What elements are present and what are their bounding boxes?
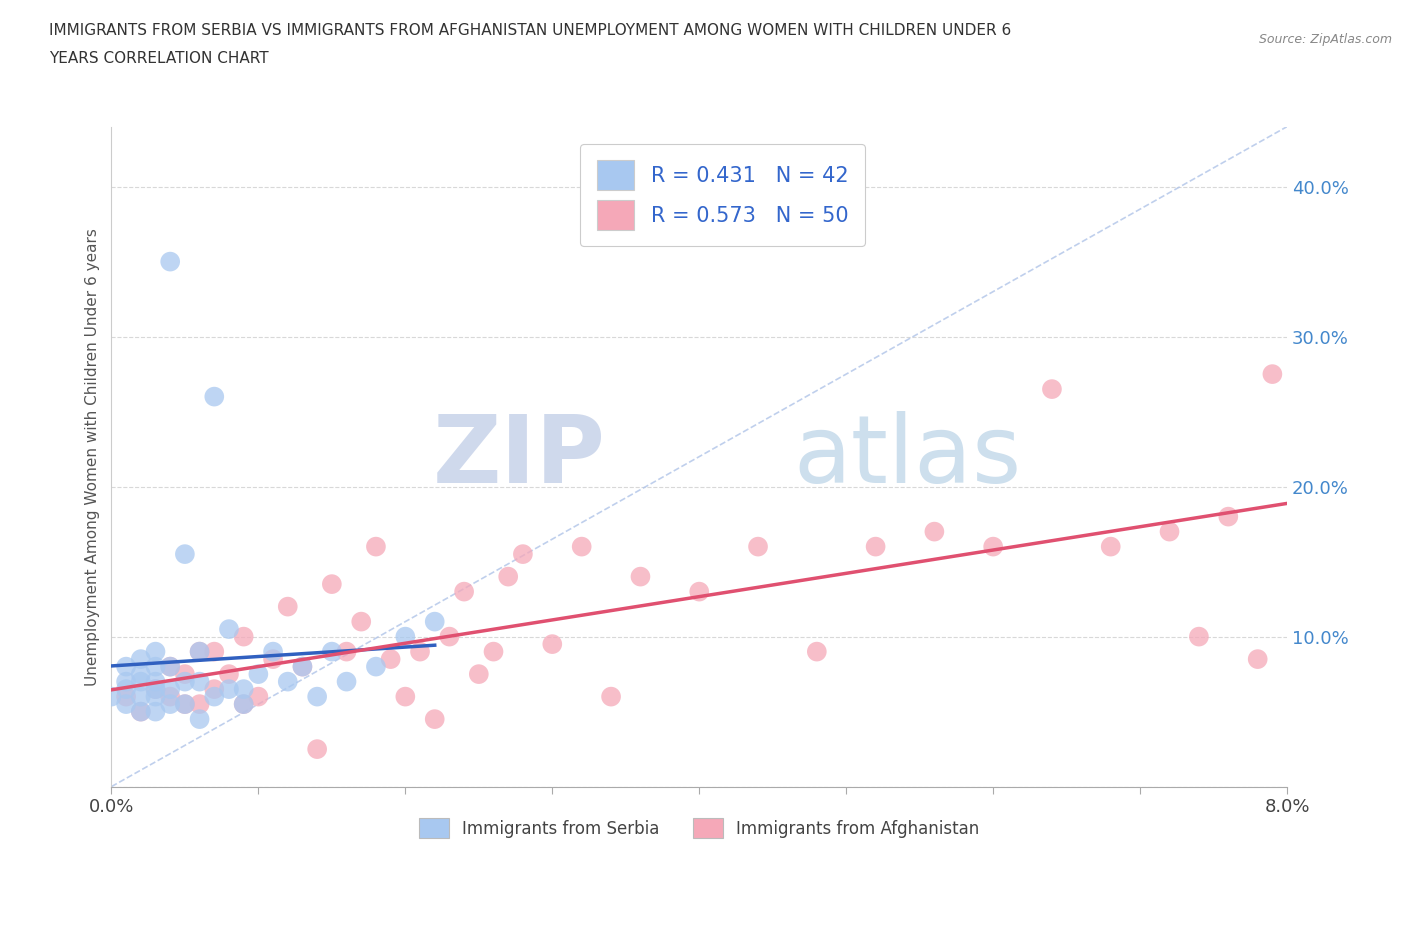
Point	[115, 689, 138, 704]
Point	[159, 254, 181, 269]
Point	[188, 674, 211, 689]
Point	[394, 689, 416, 704]
Point	[409, 644, 432, 659]
Point	[1099, 539, 1122, 554]
Point	[188, 711, 211, 726]
Point	[630, 569, 652, 584]
Point	[307, 742, 329, 757]
Point	[174, 674, 197, 689]
Point	[688, 584, 710, 599]
Point	[145, 659, 167, 674]
Point	[247, 667, 270, 682]
Text: IMMIGRANTS FROM SERBIA VS IMMIGRANTS FROM AFGHANISTAN UNEMPLOYMENT AMONG WOMEN W: IMMIGRANTS FROM SERBIA VS IMMIGRANTS FRO…	[49, 23, 1011, 38]
Point	[115, 674, 138, 689]
Point	[468, 667, 491, 682]
Point	[159, 659, 181, 674]
Point	[541, 637, 564, 652]
Text: YEARS CORRELATION CHART: YEARS CORRELATION CHART	[49, 51, 269, 66]
Point	[202, 689, 225, 704]
Point	[100, 689, 122, 704]
Point	[1188, 630, 1211, 644]
Point	[232, 697, 254, 711]
Point	[335, 674, 357, 689]
Point	[129, 674, 152, 689]
Point	[129, 667, 152, 682]
Point	[159, 682, 181, 697]
Point	[262, 644, 284, 659]
Point	[145, 644, 167, 659]
Point	[496, 569, 519, 584]
Point	[115, 697, 138, 711]
Point	[482, 644, 505, 659]
Point	[247, 689, 270, 704]
Point	[394, 630, 416, 644]
Point	[218, 667, 240, 682]
Point	[291, 659, 314, 674]
Point	[129, 652, 152, 667]
Point	[174, 697, 197, 711]
Text: Source: ZipAtlas.com: Source: ZipAtlas.com	[1258, 33, 1392, 46]
Point	[1040, 381, 1063, 396]
Point	[115, 682, 138, 697]
Point	[321, 577, 343, 591]
Point	[423, 711, 446, 726]
Point	[159, 689, 181, 704]
Point	[364, 659, 387, 674]
Text: ZIP: ZIP	[432, 411, 605, 502]
Point	[202, 682, 225, 697]
Point	[439, 630, 461, 644]
Point	[174, 697, 197, 711]
Point	[129, 704, 152, 719]
Point	[159, 697, 181, 711]
Point	[571, 539, 593, 554]
Point	[364, 539, 387, 554]
Point	[129, 689, 152, 704]
Point	[202, 644, 225, 659]
Point	[291, 659, 314, 674]
Point	[1247, 652, 1270, 667]
Point	[188, 644, 211, 659]
Point	[1261, 366, 1284, 381]
Point	[115, 659, 138, 674]
Point	[806, 644, 828, 659]
Point	[202, 389, 225, 404]
Point	[159, 659, 181, 674]
Point	[1159, 525, 1181, 539]
Point	[747, 539, 769, 554]
Point	[174, 667, 197, 682]
Y-axis label: Unemployment Among Women with Children Under 6 years: Unemployment Among Women with Children U…	[86, 228, 100, 685]
Point	[307, 689, 329, 704]
Point	[218, 621, 240, 636]
Point	[350, 614, 373, 629]
Point	[174, 547, 197, 562]
Point	[145, 674, 167, 689]
Point	[232, 682, 254, 697]
Point	[865, 539, 887, 554]
Point	[335, 644, 357, 659]
Point	[145, 704, 167, 719]
Point	[232, 697, 254, 711]
Point	[232, 630, 254, 644]
Point	[981, 539, 1004, 554]
Point	[218, 682, 240, 697]
Point	[924, 525, 946, 539]
Point	[453, 584, 475, 599]
Point	[600, 689, 623, 704]
Point	[277, 599, 299, 614]
Point	[145, 682, 167, 697]
Point	[380, 652, 402, 667]
Point	[145, 689, 167, 704]
Point	[512, 547, 534, 562]
Point	[188, 697, 211, 711]
Text: atlas: atlas	[793, 411, 1022, 502]
Point	[145, 682, 167, 697]
Point	[262, 652, 284, 667]
Point	[1218, 509, 1240, 524]
Point	[188, 644, 211, 659]
Legend: Immigrants from Serbia, Immigrants from Afghanistan: Immigrants from Serbia, Immigrants from …	[412, 812, 986, 844]
Point	[277, 674, 299, 689]
Point	[321, 644, 343, 659]
Point	[423, 614, 446, 629]
Point	[129, 704, 152, 719]
